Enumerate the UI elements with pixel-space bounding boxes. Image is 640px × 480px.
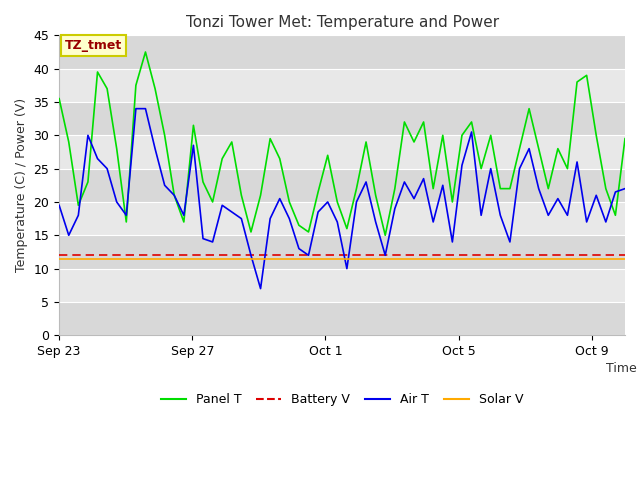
Bar (59, 102, 625, 135)
Legend: Panel T, Battery V, Air T, Solar V: Panel T, Battery V, Air T, Solar V (156, 388, 529, 411)
X-axis label: Time: Time (605, 362, 636, 375)
Y-axis label: Temperature (C) / Power (V): Temperature (C) / Power (V) (15, 98, 28, 272)
Text: TZ_tmet: TZ_tmet (65, 39, 122, 52)
Bar (59, 269, 625, 302)
Title: Tonzi Tower Met: Temperature and Power: Tonzi Tower Met: Temperature and Power (186, 15, 499, 30)
Bar (59, 168, 625, 202)
Bar (59, 36, 625, 69)
Bar (59, 302, 625, 335)
Bar (59, 69, 625, 102)
Bar (59, 202, 625, 235)
Bar (59, 135, 625, 168)
Bar (59, 235, 625, 269)
